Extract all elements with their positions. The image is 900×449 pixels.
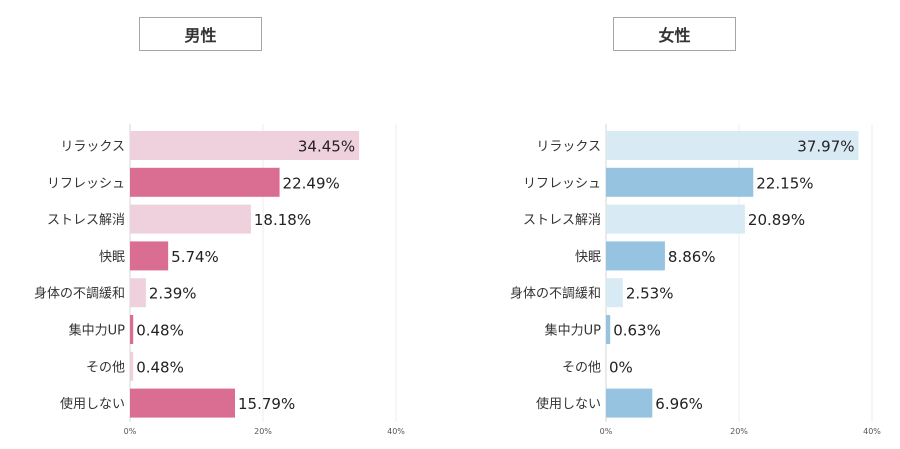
female-x-tick-label: 20% (730, 427, 748, 436)
female-bar (606, 204, 745, 234)
male-value-label: 2.39% (149, 285, 197, 303)
female-bar (606, 131, 859, 160)
female-title-box: 女性 (613, 17, 736, 51)
male-bar (130, 204, 251, 234)
male-value-label: 15.79% (238, 395, 295, 413)
male-category-label: その他 (86, 360, 125, 375)
female-category-label: リラックス (536, 140, 601, 155)
male-value-label: 0.48% (136, 322, 184, 340)
male-title-box: 男性 (139, 17, 262, 51)
female-value-label: 0.63% (613, 322, 661, 340)
female-category-label: 使用しない (536, 396, 601, 412)
female-value-label: 20.89% (748, 211, 805, 229)
male-category-label: 使用しない (60, 396, 125, 412)
female-category-label: その他 (562, 360, 601, 375)
male-bar (130, 278, 146, 308)
male-category-label: 集中力UP (69, 323, 126, 339)
male-category-label: ストレス解消 (47, 213, 125, 228)
male-x-tick-label: 40% (387, 427, 405, 436)
male-value-label: 34.45% (298, 138, 355, 156)
male-bar (130, 315, 134, 344)
male-x-tick-label: 20% (254, 427, 272, 436)
male-title: 男性 (184, 26, 217, 45)
male-value-label: 22.49% (283, 174, 340, 192)
male-bar (130, 167, 280, 197)
female-value-label: 8.86% (668, 248, 716, 266)
female-title: 女性 (658, 26, 691, 45)
female-value-label: 37.97% (797, 138, 854, 156)
female-x-tick-label: 0% (600, 427, 613, 436)
male-value-label: 5.74% (171, 248, 219, 266)
male-category-label: 快眠 (99, 250, 125, 265)
female-bar (606, 388, 653, 418)
female-bar (606, 315, 611, 344)
male-value-label: 0.48% (136, 358, 184, 376)
male-category-label: リラックス (60, 140, 125, 155)
female-bar (606, 241, 665, 271)
male-bar (130, 241, 169, 271)
male-category-label: リフレッシュ (47, 176, 125, 191)
female-value-label: 22.15% (756, 174, 813, 192)
male-bar (130, 388, 236, 418)
male-bar (130, 351, 134, 381)
female-bar (606, 278, 623, 308)
female-value-label: 2.53% (626, 285, 674, 303)
female-category-label: ストレス解消 (523, 213, 601, 228)
male-category-label: 身体の不調緩和 (34, 286, 125, 302)
female-x-tick-label: 40% (863, 427, 881, 436)
male-x-tick-label: 0% (124, 427, 137, 436)
male-value-label: 18.18% (254, 211, 311, 229)
female-category-label: 快眠 (575, 250, 601, 265)
female-value-label: 0% (609, 358, 633, 376)
female-bar (606, 167, 754, 197)
female-category-label: 集中力UP (545, 323, 602, 339)
female-category-label: リフレッシュ (523, 176, 601, 191)
female-category-label: 身体の不調緩和 (510, 286, 601, 302)
male-bar (130, 131, 360, 160)
female-value-label: 6.96% (655, 395, 703, 413)
